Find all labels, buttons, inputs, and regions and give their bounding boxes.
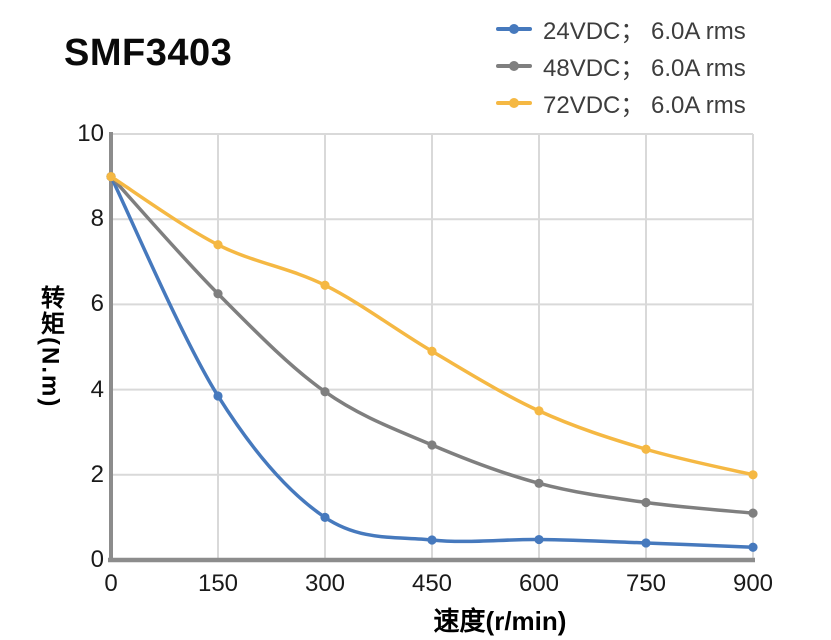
data-point-marker (641, 538, 651, 548)
data-point-marker (213, 391, 223, 401)
y-tick-label: 8 (90, 205, 104, 233)
data-point-marker (320, 387, 330, 397)
data-point-marker (427, 535, 437, 545)
data-point-marker (427, 346, 437, 356)
y-tick-label: 0 (90, 546, 104, 573)
legend-line-dot-icon (496, 97, 532, 109)
legend-label: 24VDC； 6.0A rms (543, 18, 746, 45)
data-point-marker (748, 470, 758, 480)
x-tick-label: 150 (197, 570, 239, 597)
x-tick-label: 450 (411, 570, 453, 597)
data-point-marker (106, 172, 116, 182)
x-tick-label: 900 (732, 570, 774, 597)
data-point-marker (427, 440, 437, 450)
x-tick-label: 300 (304, 570, 346, 597)
data-point-marker (213, 240, 223, 250)
legend-label: 72VDC； 6.0A rms (543, 92, 746, 119)
legend-item: 72VDC； 6.0A rms (496, 84, 746, 121)
legend-item: 48VDC； 6.0A rms (496, 47, 746, 84)
data-point-marker (748, 542, 758, 552)
x-tick-label: 0 (104, 570, 118, 597)
data-point-marker (641, 444, 651, 454)
data-point-marker (534, 406, 544, 416)
y-axis-label: 转矩(N.m) (36, 285, 64, 409)
chart-title: SMF3403 (64, 32, 233, 74)
legend-item: 24VDC； 6.0A rms (496, 10, 746, 47)
x-axis-label: 速度(r/min) (433, 606, 567, 636)
legend-label: 48VDC； 6.0A rms (543, 55, 746, 82)
data-point-marker (641, 497, 651, 508)
legend-line-dot-icon (496, 23, 532, 35)
data-point-marker (320, 512, 330, 523)
x-tick-label: 750 (625, 570, 667, 597)
data-point-marker (213, 289, 223, 299)
y-tick-label: 4 (90, 375, 104, 403)
data-point-marker (534, 534, 544, 545)
data-point-marker (534, 478, 544, 488)
y-axis-label-wrap: 转矩(N.m) (28, 134, 72, 560)
y-tick-label: 2 (90, 460, 104, 488)
x-tick-label: 600 (518, 570, 560, 597)
legend-line-dot-icon (496, 60, 532, 72)
data-point-marker (748, 508, 758, 518)
data-point-marker (320, 280, 330, 290)
legend: 24VDC； 6.0A rms 48VDC； 6.0A rms 72VDC； 6.0… (496, 10, 746, 121)
y-tick-label: 6 (90, 290, 104, 318)
y-tick-label: 10 (77, 120, 104, 147)
